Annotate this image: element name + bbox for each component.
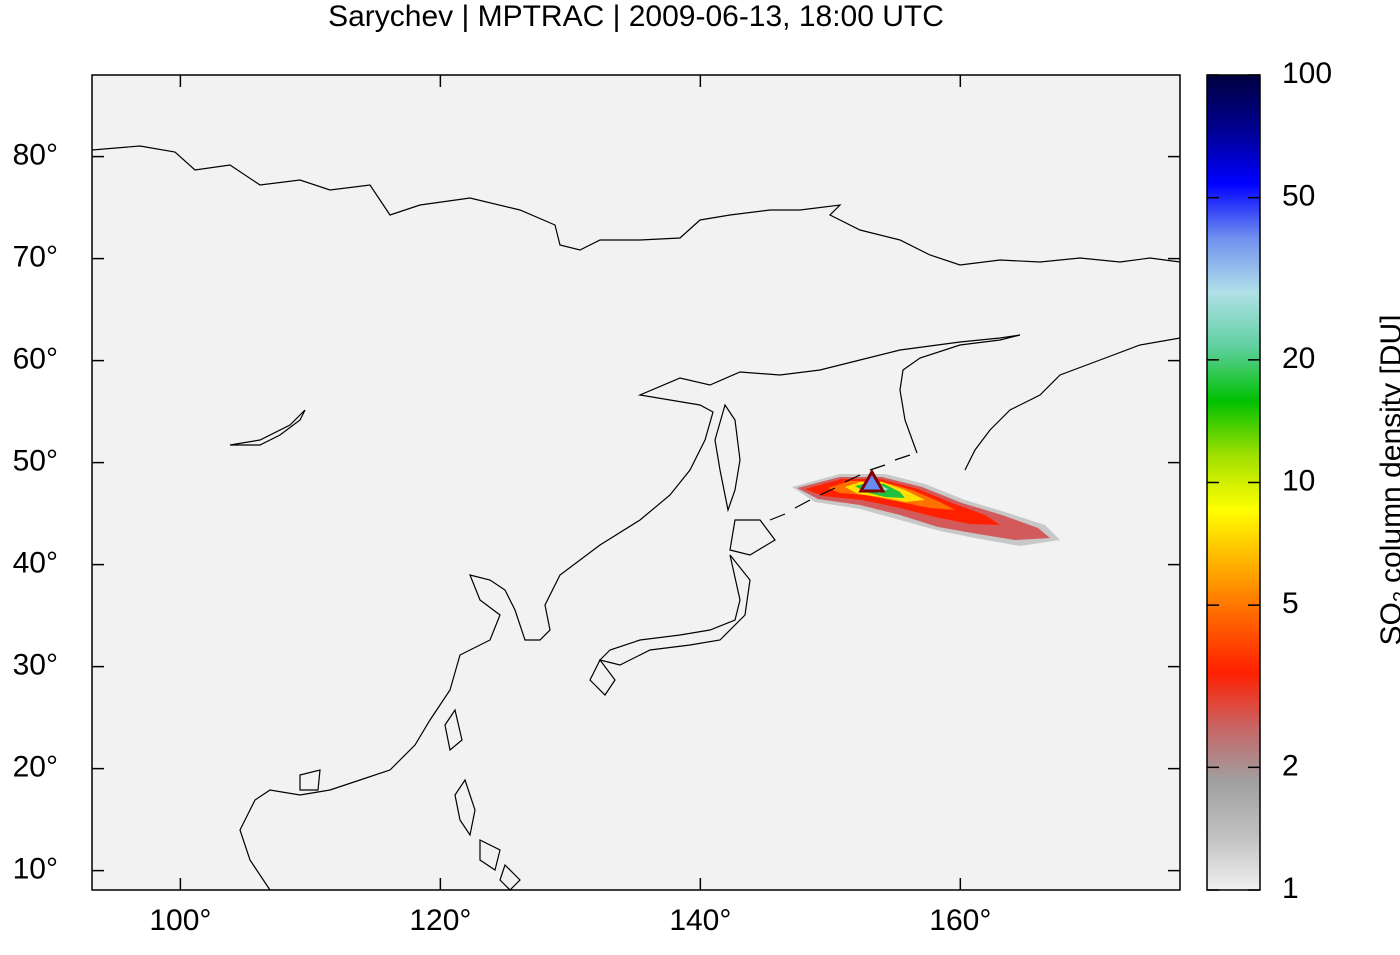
volcano-marker (858, 468, 886, 493)
x-tick-label: 120° (409, 904, 471, 937)
map-frame (91, 74, 1181, 891)
coastlines (91, 145, 1181, 891)
baikal (229, 409, 306, 446)
colorbar-label-subscript: 2 (1390, 591, 1400, 602)
y-tick-label: 50° (13, 445, 58, 478)
y-tick-label: 40° (13, 547, 58, 580)
colorbar-label-main: SO (1375, 602, 1400, 645)
hainan (299, 769, 321, 791)
chart-title: Sarychev | MPTRAC | 2009-06-13, 18:00 UT… (328, 0, 944, 33)
pacific-coast (964, 337, 1181, 471)
y-tick-label: 20° (13, 751, 58, 784)
map-background (92, 75, 1180, 890)
y-tick-label: 30° (13, 649, 58, 682)
colorbar-tick-label: 20 (1282, 342, 1315, 375)
kuril-islands (769, 454, 911, 521)
y-tick-label: 80° (13, 139, 58, 172)
colorbar-tick-label: 1 (1282, 872, 1299, 905)
y-tick-label: 60° (13, 343, 58, 376)
colorbar-tick-label: 5 (1282, 587, 1299, 620)
colorbar-label: SO2 column density [DU] (1375, 315, 1400, 646)
x-tick-label: 160° (929, 904, 991, 937)
okhotsk-coast (239, 334, 1021, 891)
colorbar-tick-label: 2 (1282, 749, 1299, 782)
colorbar-tick-label: 100 (1282, 57, 1332, 90)
y-tick-label: 70° (13, 241, 58, 274)
kyushu (589, 658, 616, 696)
colorbar-label-rest: column density [DU] (1375, 315, 1400, 583)
colorbar-tick-label: 50 (1282, 180, 1315, 213)
y-tick-label: 10° (13, 853, 58, 886)
arctic-coast (91, 145, 1181, 266)
x-tick-label: 140° (669, 904, 731, 937)
colorbar-tick-label: 10 (1282, 464, 1315, 497)
x-tick-label: 100° (149, 904, 211, 937)
sakhalin (714, 403, 741, 513)
taiwan (444, 708, 463, 752)
hokkaido (729, 519, 776, 556)
